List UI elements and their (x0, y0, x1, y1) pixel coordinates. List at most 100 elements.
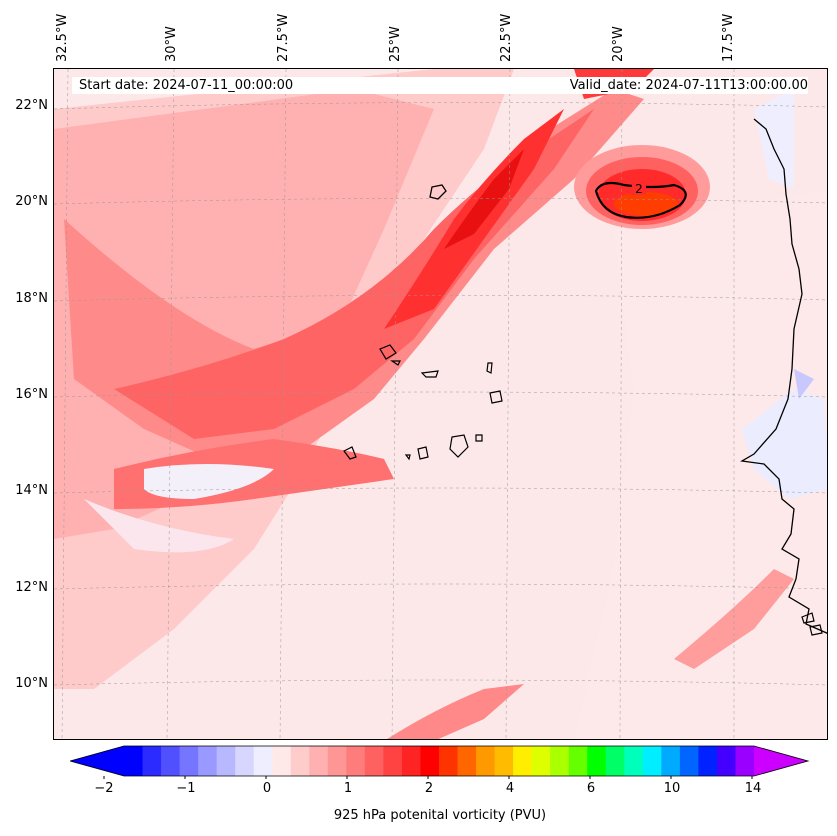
colorbar-tick-label: 0 (262, 781, 272, 796)
colorbar-cell (309, 746, 329, 776)
colorbar-tick-label: 14 (744, 781, 762, 796)
low-pv-gap-2 (84, 499, 234, 553)
colorbar-tick-label: −1 (176, 781, 196, 796)
pv-band-southeast (674, 569, 794, 669)
colorbar-cell (531, 746, 551, 776)
colorbar-cell (327, 746, 347, 776)
colorbar-cells (124, 746, 755, 776)
island-bissagos-1 (801, 612, 815, 624)
colorbar-cell (605, 746, 625, 776)
lat-label: 18°N (15, 291, 48, 306)
lat-label: 22°N (15, 98, 48, 113)
island-santiago (449, 434, 469, 458)
colorbar-cell (346, 746, 366, 776)
colorbar-cell (513, 746, 533, 776)
colorbar-outline (70, 745, 810, 777)
colorbar-cell (420, 746, 440, 776)
island-bissagos-2 (809, 624, 823, 636)
colorbar-cell (124, 746, 144, 776)
colorbar-cell (716, 746, 736, 776)
colorbar-tick-label: 4 (505, 781, 515, 796)
meridian-line (61, 69, 69, 739)
start-date-label: Start date: 2024-07-11_00:00:00 (79, 78, 294, 93)
meridian-line (505, 69, 511, 739)
colorbar-cell (216, 746, 236, 776)
lon-label: 17.5°W (721, 13, 736, 62)
contour-label: 2 (635, 182, 643, 196)
negative-pv-patch-3 (794, 369, 814, 399)
island-sao-vicente (390, 360, 401, 366)
lat-label: 20°N (15, 194, 48, 209)
colorbar-cell (272, 746, 292, 776)
lon-label: 20°W (611, 26, 626, 62)
lon-label: 32.5°W (55, 13, 70, 62)
colorbar-cell (587, 746, 607, 776)
pv-2-contour (594, 181, 687, 219)
colorbar-cell (235, 746, 255, 776)
pv-2-contour-small (429, 184, 447, 200)
island-boa-vista (489, 390, 503, 404)
colorbar-title: 925 hPa potenital vorticity (PVU) (333, 808, 547, 823)
colorbar-cell (364, 746, 384, 776)
colorbar-cell (679, 746, 699, 776)
african-coastline (740, 118, 827, 634)
colorbar-cell (642, 746, 662, 776)
meridian-line (166, 69, 175, 739)
contour-label-bg (632, 183, 646, 195)
meridian-line (279, 69, 287, 739)
colorbar-cell (142, 746, 162, 776)
negative-pv-patch-1 (754, 89, 794, 189)
island-west (343, 446, 357, 460)
lat-label: 16°N (15, 387, 48, 402)
colorbar-extend-low (70, 746, 124, 776)
colorbar-cell (290, 746, 310, 776)
colorbar-cell (568, 746, 588, 776)
colorbar-cell (401, 746, 421, 776)
colorbar-tick-label: −2 (94, 781, 114, 796)
pv-band-bottom (387, 684, 524, 739)
colorbar-tick-label: 2 (424, 781, 434, 796)
colorbar-cell (661, 746, 681, 776)
colorbar-cell (735, 746, 755, 776)
meridian-line (619, 69, 623, 739)
colorbar-extend-high (754, 746, 808, 776)
colorbar-cell (476, 746, 496, 776)
colorbar (70, 745, 810, 779)
island-fogo (417, 446, 429, 460)
colorbar-ticks (103, 776, 753, 779)
info-bar (72, 77, 808, 94)
colorbar-tick-label: 10 (663, 781, 681, 796)
map-frame[interactable]: 2 (53, 68, 828, 740)
lat-label: 10°N (15, 676, 48, 691)
colorbar-cell (383, 746, 403, 776)
colorbar-cell (253, 746, 273, 776)
lon-label: 27.5°W (276, 13, 291, 62)
pv-band-peak (444, 149, 524, 249)
colorbar-cell (624, 746, 644, 776)
meridian-line (391, 69, 399, 739)
colorbar-cell (439, 746, 459, 776)
island-sal (486, 362, 493, 374)
island-brava (404, 454, 411, 461)
colorbar-cell (161, 746, 181, 776)
colorbar-cell (698, 746, 718, 776)
colorbar-tick-label: 1 (343, 781, 353, 796)
lon-label: 22.5°W (499, 13, 514, 62)
lon-label: 30°W (164, 26, 179, 62)
island-santo-antao (379, 344, 397, 360)
valid-date-label: Valid_date: 2024-07-11T13:00:00.00 (569, 78, 808, 93)
colorbar-cell (457, 746, 477, 776)
graticule (54, 69, 827, 739)
negative-pv-patch-2 (742, 389, 827, 499)
colorbar-cell (494, 746, 514, 776)
colorbar-cell (198, 746, 218, 776)
colorbar-cell (550, 746, 570, 776)
island-sao-nicolau (420, 370, 439, 378)
colorbar-cell (179, 746, 199, 776)
pv-field-map[interactable]: 2 (54, 69, 828, 740)
lon-label: 25°W (388, 26, 403, 62)
colorbar-tick-label: 6 (586, 781, 596, 796)
pv-band-middle (114, 109, 594, 439)
lat-label: 14°N (15, 483, 48, 498)
island-maio (475, 434, 483, 442)
